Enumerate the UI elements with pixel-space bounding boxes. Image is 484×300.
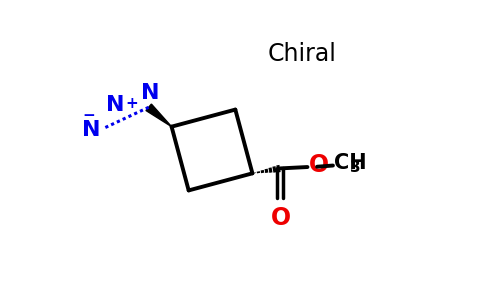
Text: Chiral: Chiral bbox=[268, 42, 336, 66]
Text: 3: 3 bbox=[350, 160, 361, 175]
Text: O: O bbox=[271, 206, 290, 230]
Text: CH: CH bbox=[333, 153, 366, 173]
Polygon shape bbox=[146, 104, 172, 127]
Text: +: + bbox=[126, 96, 138, 111]
Text: N: N bbox=[82, 120, 101, 140]
Text: N: N bbox=[106, 95, 124, 115]
Text: O: O bbox=[309, 153, 329, 177]
Text: −: − bbox=[83, 109, 95, 124]
Text: N: N bbox=[141, 83, 159, 103]
